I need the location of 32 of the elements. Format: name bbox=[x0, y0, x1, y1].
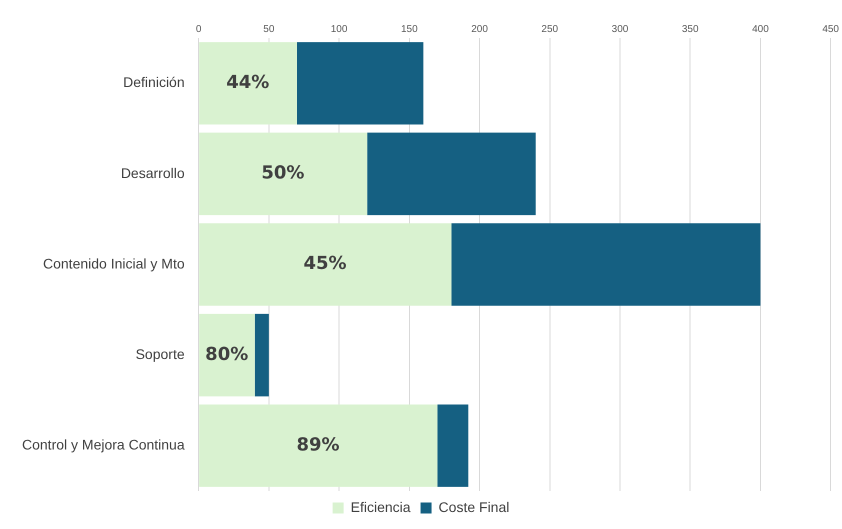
annotation: 80% bbox=[205, 344, 248, 365]
annotation: 50% bbox=[261, 162, 304, 184]
bar bbox=[296, 42, 424, 125]
y-tick-label: Definición bbox=[123, 74, 185, 90]
bar bbox=[199, 132, 368, 216]
legend-label: Eficiencia bbox=[350, 498, 411, 515]
x-tick-label: 150 bbox=[400, 24, 418, 35]
bar bbox=[451, 223, 760, 306]
y-tick-label: Desarrollo bbox=[120, 164, 185, 181]
y-tick-label: Contenido Inicial y Mto bbox=[42, 255, 185, 272]
x-tick-label: 0 bbox=[196, 24, 202, 35]
x-tick-label: 100 bbox=[330, 24, 348, 35]
bar bbox=[437, 404, 468, 487]
x-tick-label: 50 bbox=[263, 24, 275, 35]
annotation: 89% bbox=[296, 434, 340, 456]
x-tick-label: 400 bbox=[752, 24, 770, 35]
bar bbox=[199, 404, 438, 487]
x-tick-label: 300 bbox=[612, 24, 629, 35]
bar bbox=[199, 314, 255, 396]
annotation: 44% bbox=[226, 72, 270, 93]
y-tick-label: Control y Mejora Continua bbox=[22, 436, 185, 453]
x-tick-label: 350 bbox=[682, 24, 699, 35]
annotation: 45% bbox=[303, 253, 347, 274]
bar bbox=[199, 42, 297, 125]
bar bbox=[199, 223, 452, 306]
bar bbox=[254, 314, 269, 396]
x-tick-label: 250 bbox=[541, 24, 559, 35]
x-tick-label: 200 bbox=[471, 24, 488, 35]
legend-label: Coste Final bbox=[438, 498, 510, 515]
bar bbox=[367, 132, 536, 216]
x-tick-label: 450 bbox=[822, 24, 840, 35]
y-tick-label: Soporte bbox=[136, 346, 185, 362]
